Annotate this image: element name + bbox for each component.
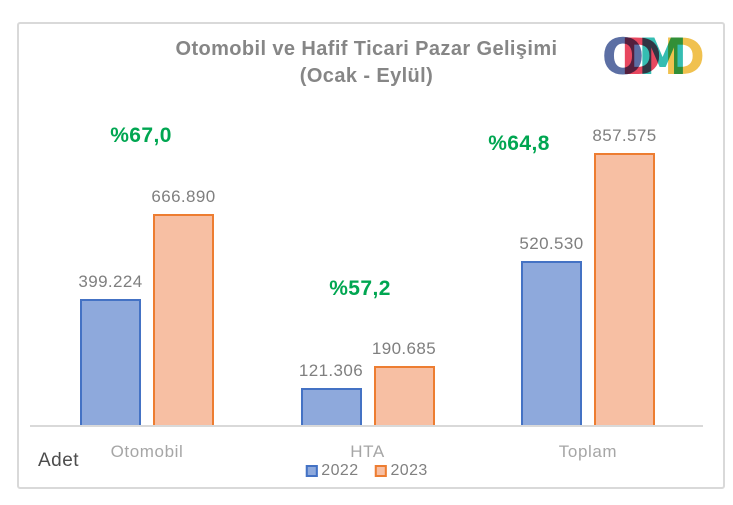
chart-title: Otomobil ve Hafif Ticari Pazar Gelişimi …	[0, 36, 733, 90]
growth-label-HTA: %57,2	[329, 277, 391, 300]
value-label-2023-HTA: 190.685	[371, 339, 437, 358]
legend-swatch-2022	[305, 465, 318, 477]
category-label-HTA: HTA	[350, 442, 385, 461]
logo-letter-1: D	[620, 28, 662, 86]
bar-2023-Otomobil	[153, 214, 214, 427]
logo-letter-2: M	[637, 28, 688, 86]
growth-label-Otomobil: %67,0	[110, 124, 172, 147]
legend-item-2022: 2022	[305, 462, 358, 480]
logo-letter-3: D	[663, 28, 705, 86]
growth-label-Toplam: %64,8	[488, 132, 550, 155]
legend-label-2023: 2023	[390, 462, 428, 479]
category-label-Otomobil: Otomobil	[110, 442, 184, 461]
legend-swatch-2023	[374, 465, 387, 477]
legend-label-2022: 2022	[321, 462, 359, 479]
legend-item-2023: 2023	[374, 462, 428, 480]
value-label-2023-Otomobil: 666.890	[151, 187, 216, 206]
bar-2022-Otomobil	[80, 299, 141, 427]
bar-2023-Toplam	[594, 153, 655, 427]
chart-title-line2: (Ocak - Eylül)	[299, 65, 434, 87]
legend: 2022 2023	[305, 462, 427, 480]
bar-2022-HTA	[300, 388, 362, 427]
value-label-2023-Toplam: 857.575	[592, 126, 657, 145]
bar-2023-HTA	[373, 366, 435, 427]
chart-title-line1: Otomobil ve Hafif Ticari Pazar Gelişimi	[175, 38, 558, 60]
x-axis-line	[30, 425, 703, 427]
value-label-2022-HTA: 121.306	[298, 361, 364, 380]
value-label-2022-Otomobil: 399.224	[78, 272, 143, 291]
bar-2022-Toplam	[521, 261, 582, 427]
value-label-2022-Toplam: 520.530	[519, 234, 584, 253]
axis-unit-label: Adet	[38, 450, 80, 471]
category-label-Toplam: Toplam	[558, 442, 618, 461]
logo-letter-0: O	[601, 28, 645, 86]
